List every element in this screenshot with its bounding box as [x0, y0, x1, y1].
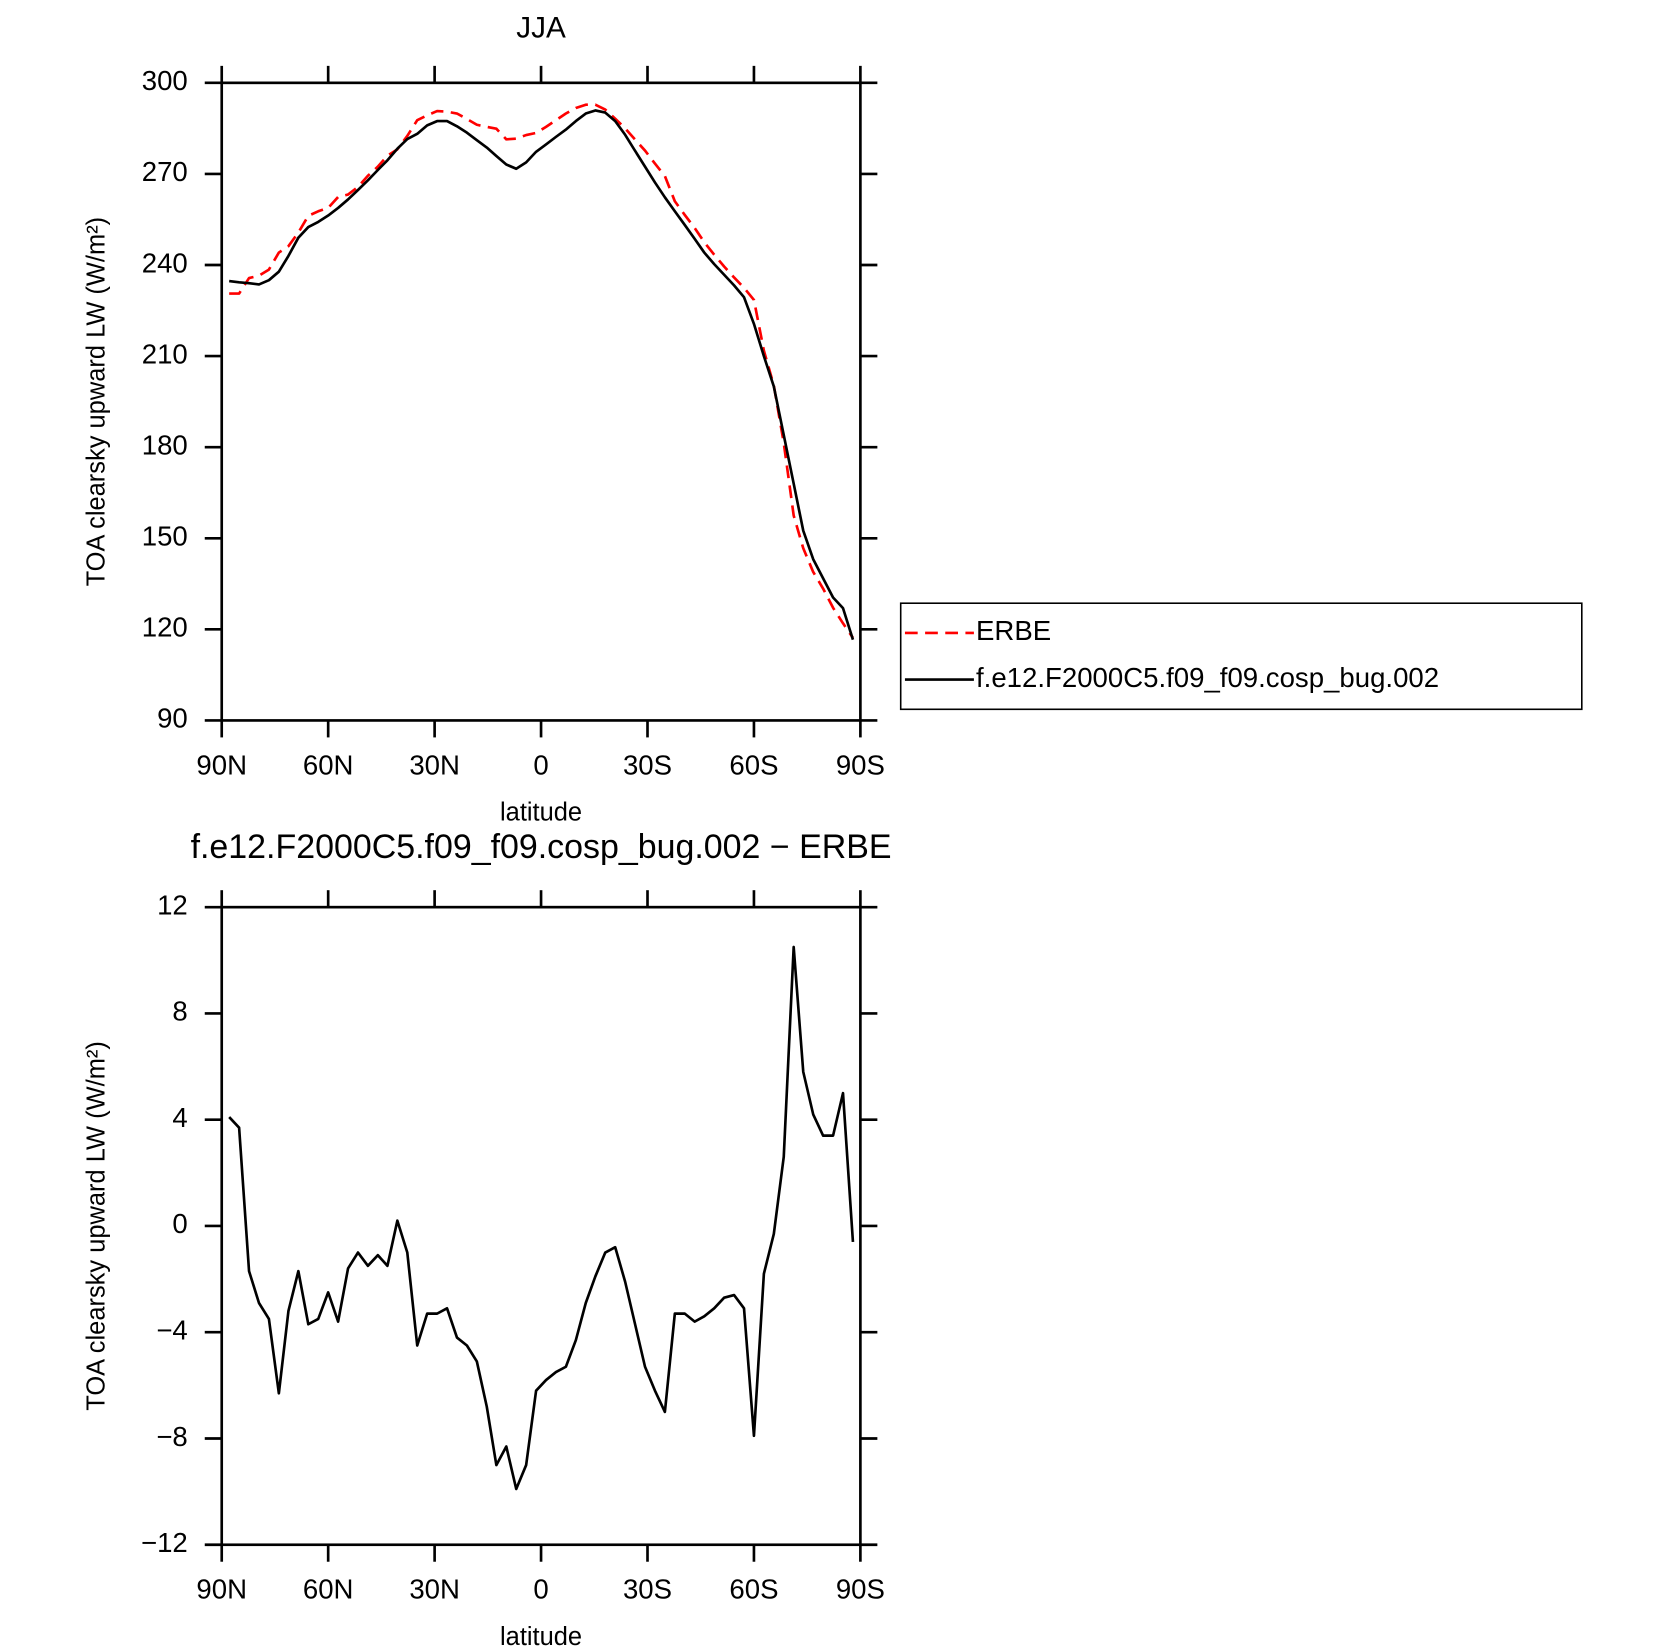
x-axis-label: latitude	[500, 1623, 582, 1651]
y-tick-label: 0	[172, 1208, 187, 1239]
legend-label: ERBE	[976, 615, 1051, 646]
y-tick-label: 90	[157, 703, 188, 734]
x-tick-label: 30N	[409, 1574, 460, 1605]
y-tick-label: 4	[172, 1102, 187, 1133]
x-tick-label: 30S	[623, 1574, 672, 1605]
y-tick-label: 270	[142, 156, 188, 187]
data-line	[228, 945, 855, 1491]
y-tick-label: −4	[156, 1315, 187, 1346]
y-tick-label: −8	[156, 1421, 187, 1452]
x-tick-label: 90N	[196, 749, 247, 780]
y-tick-label: 12	[157, 889, 188, 920]
x-tick-label: 0	[533, 749, 548, 780]
y-tick-label: 210	[142, 338, 188, 369]
x-tick-label: 60N	[303, 1574, 354, 1605]
x-tick-label: 90N	[196, 1574, 247, 1605]
y-tick-label: 8	[172, 996, 187, 1027]
legend-box	[899, 602, 1583, 711]
x-tick-label: 30S	[623, 749, 672, 780]
data-line	[229, 109, 855, 641]
plot-frame	[220, 905, 862, 1547]
x-tick-label: 60S	[729, 1574, 778, 1605]
y-tick-label: 120	[142, 612, 188, 643]
plot-frame	[220, 81, 862, 722]
data-line	[229, 103, 855, 639]
y-tick-label: 180	[142, 429, 188, 460]
x-tick-label: 0	[533, 1574, 548, 1605]
y-tick-label: 150	[142, 521, 188, 552]
y-tick-label: −12	[141, 1527, 188, 1558]
x-axis-label: latitude	[500, 799, 582, 827]
chart-title: f.e12.F2000C5.f09_f09.cosp_bug.002 − ERB…	[191, 828, 892, 866]
y-tick-label: 300	[142, 65, 188, 96]
y-axis-label: TOA clearsky upward LW (W/m²)	[82, 1041, 110, 1411]
chart-title: JJA	[516, 12, 566, 45]
x-tick-label: 90S	[836, 1574, 885, 1605]
y-tick-label: 240	[142, 247, 188, 278]
x-tick-label: 30N	[409, 749, 460, 780]
x-tick-label: 60N	[303, 749, 354, 780]
x-tick-label: 60S	[729, 749, 778, 780]
legend-label: f.e12.F2000C5.f09_f09.cosp_bug.002	[976, 662, 1439, 693]
y-axis-label: TOA clearsky upward LW (W/m²)	[82, 217, 110, 587]
x-tick-label: 90S	[836, 749, 885, 780]
